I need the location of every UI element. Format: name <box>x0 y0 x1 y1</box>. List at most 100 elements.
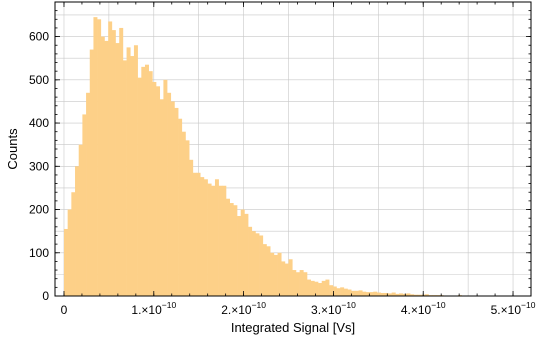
histogram-bar <box>410 294 415 296</box>
histogram-bar <box>203 179 208 296</box>
histogram-bar <box>251 231 256 296</box>
histogram-bar <box>240 209 245 296</box>
x-tick-label: 2.×10−10 <box>221 300 266 317</box>
histogram-bar <box>351 290 356 296</box>
histogram-bar <box>82 114 87 296</box>
histogram-bar <box>288 259 293 296</box>
histogram-bar <box>233 205 238 296</box>
histogram-bar <box>207 183 212 296</box>
histogram-bar <box>329 285 334 296</box>
histogram-bar <box>369 292 374 296</box>
histogram-bar <box>126 47 131 296</box>
histogram-bar <box>413 294 418 296</box>
y-tick-label: 0 <box>42 289 49 303</box>
x-tick-exponent: −10 <box>162 300 177 310</box>
x-tick-exponent: −10 <box>521 300 536 310</box>
histogram-bar <box>273 254 278 296</box>
histogram-bar <box>399 293 404 296</box>
histogram-bar <box>299 270 304 296</box>
histogram-bar <box>214 179 219 296</box>
histogram-bar <box>362 291 367 296</box>
x-tick-label: 0 <box>61 303 68 317</box>
histogram-bar <box>133 45 138 297</box>
y-tick-label: 200 <box>29 203 49 217</box>
histogram-bar <box>262 244 267 296</box>
histogram-bar <box>237 216 242 296</box>
histogram-bar <box>200 177 205 296</box>
histogram-bar <box>163 79 168 296</box>
axis-ticks <box>55 1 532 297</box>
histogram-bar <box>384 292 389 296</box>
histogram-bar <box>86 92 91 296</box>
histogram-bar <box>277 252 282 296</box>
histogram-bar <box>178 118 183 296</box>
histogram-bar <box>259 235 264 296</box>
histogram-bar <box>226 198 230 296</box>
histogram-bar <box>167 92 172 296</box>
histogram-bar <box>218 185 223 296</box>
histogram-bar <box>424 294 429 296</box>
histogram-bar <box>391 292 396 296</box>
histogram-bar <box>75 166 80 296</box>
histogram-bar <box>244 213 249 296</box>
histogram-bar <box>325 279 330 296</box>
histogram-bar <box>336 288 341 296</box>
histogram-bar <box>211 185 216 296</box>
histogram-bar <box>170 101 175 296</box>
y-tick-label: 400 <box>29 116 49 130</box>
histogram-bar <box>332 286 337 296</box>
histogram-bar <box>347 289 352 296</box>
histogram-bar <box>93 17 98 296</box>
histogram-bar <box>189 159 194 296</box>
histogram-bar <box>318 283 323 296</box>
histogram-bar <box>255 233 260 296</box>
histogram-bar <box>266 246 271 296</box>
histogram-bar <box>100 36 105 297</box>
y-tick-label: 300 <box>29 159 49 173</box>
histogram-bars <box>63 17 507 297</box>
x-axis-label: Integrated Signal [Vs] <box>231 320 355 335</box>
histogram-bar <box>192 172 197 296</box>
histogram-bar <box>222 185 227 296</box>
histogram-bar <box>284 263 289 296</box>
histogram-bar <box>137 77 142 296</box>
histogram-bar <box>343 288 348 296</box>
histogram-bar <box>148 71 153 296</box>
histogram-bar <box>115 43 120 296</box>
x-tick-label: 1.×10−10 <box>131 300 176 317</box>
histogram-bar <box>248 226 253 296</box>
histogram-bar <box>229 203 234 296</box>
histogram-bar <box>111 30 116 297</box>
y-tick-label: 100 <box>29 246 49 260</box>
histogram-bar <box>122 60 127 296</box>
histogram-bar <box>67 209 72 296</box>
histogram-bar <box>406 293 411 296</box>
histogram-bar <box>63 228 68 296</box>
histogram-bar <box>295 272 300 296</box>
x-tick-exponent: −10 <box>431 300 446 310</box>
histogram-bar <box>270 252 275 296</box>
histogram-bar <box>402 293 407 296</box>
histogram-bar <box>376 292 381 296</box>
histogram-bar <box>144 64 149 296</box>
histogram-bar <box>310 280 315 296</box>
histogram-bar <box>307 279 311 296</box>
histogram-bar <box>321 280 326 296</box>
y-tick-label: 500 <box>29 73 49 87</box>
histogram-bar <box>340 287 345 296</box>
histogram-bar <box>358 290 363 296</box>
y-axis-label: Counts <box>5 128 20 170</box>
y-tick-labels: 0 100 200 300 400 500 600 <box>29 30 49 303</box>
histogram-bar <box>141 66 146 297</box>
histogram-bar <box>174 107 179 296</box>
histogram-bar <box>292 270 297 296</box>
histogram-bar <box>196 172 201 296</box>
histogram-bar <box>108 21 113 297</box>
x-tick-label: 4.×10−10 <box>401 300 446 317</box>
histogram-bar <box>78 144 83 296</box>
histogram-bar <box>97 19 102 296</box>
histogram-bar <box>185 140 190 296</box>
x-tick-labels: 0 1.×10−10 2.×10−10 3.×10−10 4.×10−10 5.×10−1… <box>61 300 536 317</box>
histogram-bar <box>365 292 370 296</box>
histogram-bar <box>181 131 186 296</box>
